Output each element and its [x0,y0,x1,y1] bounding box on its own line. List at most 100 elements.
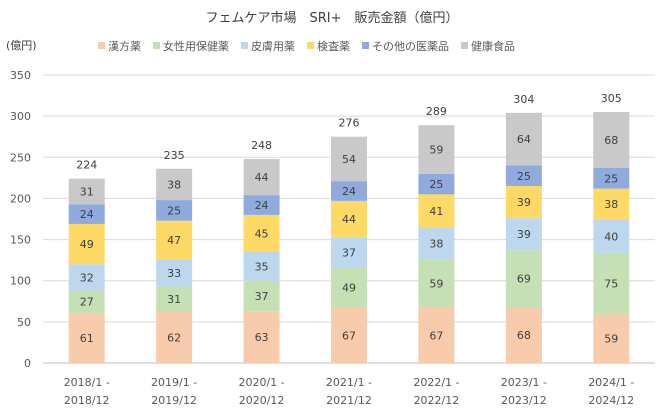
bar-segment [505,186,542,219]
y-tick-label: 200 [10,192,31,205]
bar-segment [418,194,455,229]
data-label: 39 [517,228,531,241]
legend-label: 健康食品 [471,39,515,53]
data-label: 25 [167,204,181,217]
bar-segment [243,311,280,363]
bar-segment [68,312,105,363]
y-axis-ticks: 0 50 100 150 200 250 300 350 [10,69,31,370]
bar-stack: 59 75 40 38 25 68 305 [593,92,630,363]
legend-item: 検査薬 [307,39,350,53]
data-label: 38 [604,198,618,211]
data-label: 59 [429,143,443,156]
data-label: 64 [517,133,531,146]
data-label: 24 [255,199,269,212]
data-label: 62 [167,331,181,344]
bar-segment [156,286,193,312]
data-label: 25 [604,172,618,185]
bar-segment [68,204,105,224]
total-label: 276 [339,117,360,130]
data-label: 27 [80,296,94,309]
x-tick-label: 2024/1 - [588,376,634,389]
legend-swatch [307,42,314,49]
x-tick-label: 2020/1 - [238,376,284,389]
legend-swatch [362,42,369,49]
y-tick-label: 250 [10,151,31,164]
bar-segment [156,220,193,260]
bar-segment [68,264,105,291]
legend-item: 漢方薬 [98,39,141,53]
legend-item: その他の医薬品 [362,40,449,53]
data-label: 67 [342,329,356,342]
legend: 漢方薬 女性用保健薬 皮膚用薬 検査薬 その他の医薬品 健康食品 [98,39,515,53]
data-label: 40 [604,230,618,243]
data-label: 67 [429,329,443,342]
data-label: 49 [80,238,94,251]
bar-stack: 63 37 35 45 24 44 248 [243,139,280,363]
total-label: 289 [426,105,447,118]
bar-segment [505,112,542,166]
y-tick-label: 50 [17,316,31,329]
bar-segment [331,237,367,268]
data-label: 68 [517,329,531,342]
x-tick-label: 2023/1 - [501,376,547,389]
y-tick-label: 350 [10,69,31,82]
bar-segment [243,158,280,196]
x-tick-label: 2019/1 - [151,376,197,389]
data-label: 59 [604,333,618,346]
bar-segment [156,259,193,287]
bar-segment [243,214,280,252]
legend-label: 皮膚用薬 [251,39,295,53]
bar-segment [68,290,105,313]
data-label: 35 [255,260,269,273]
bar-segment [331,136,367,182]
x-tick-label: 2023/12 [501,394,547,407]
y-tick-label: 100 [10,275,31,288]
bar-segment [505,165,542,187]
data-label: 31 [167,293,181,306]
y-tick-label: 150 [10,234,31,247]
data-label: 49 [342,282,356,295]
x-tick-label: 2022/12 [414,394,460,407]
data-label: 24 [342,185,356,198]
bar-segment [505,218,542,251]
bar-segment [418,259,455,308]
data-label: 25 [517,170,531,183]
bar-segment [243,280,280,312]
total-label: 248 [251,139,272,152]
bars: 61 27 32 49 24 31 224 62 31 33 47 25 38 235 63 37 35 45 24… [68,92,630,363]
data-label: 24 [80,208,94,221]
legend-label: 女性用保健薬 [163,39,229,53]
bar-segment [68,223,105,265]
bar-segment [156,200,193,221]
legend-label: その他の医薬品 [372,40,449,53]
legend-item: 健康食品 [461,39,515,53]
bar-segment [68,178,105,205]
x-tick-label: 2018/12 [64,394,110,407]
bar-stack: 68 69 39 39 25 64 304 [505,93,542,363]
x-tick-label: 2022/1 - [413,376,459,389]
bar-segment [418,228,455,260]
legend-swatch [153,42,160,49]
data-label: 38 [167,178,181,191]
data-label: 75 [604,278,618,291]
data-label: 25 [429,178,443,191]
total-label: 224 [76,159,97,172]
legend-swatch [98,42,105,49]
bar-segment [156,168,193,201]
data-label: 69 [517,273,531,286]
data-label: 39 [517,196,531,209]
chart-title: フェムケア市場 SRI+ 販売金額（億円） [205,10,458,26]
legend-swatch [461,42,468,49]
data-label: 38 [429,238,443,251]
legend-item: 皮膚用薬 [241,39,295,53]
data-label: 59 [429,278,443,291]
data-label: 45 [255,227,269,240]
data-label: 32 [80,271,94,284]
data-label: 33 [167,267,181,280]
legend-label: 漢方薬 [108,39,141,53]
bar-segment [418,307,455,363]
x-tick-label: 2021/12 [326,394,372,407]
legend-swatch [241,42,248,49]
data-label: 47 [167,234,181,247]
bar-segment [331,267,367,308]
